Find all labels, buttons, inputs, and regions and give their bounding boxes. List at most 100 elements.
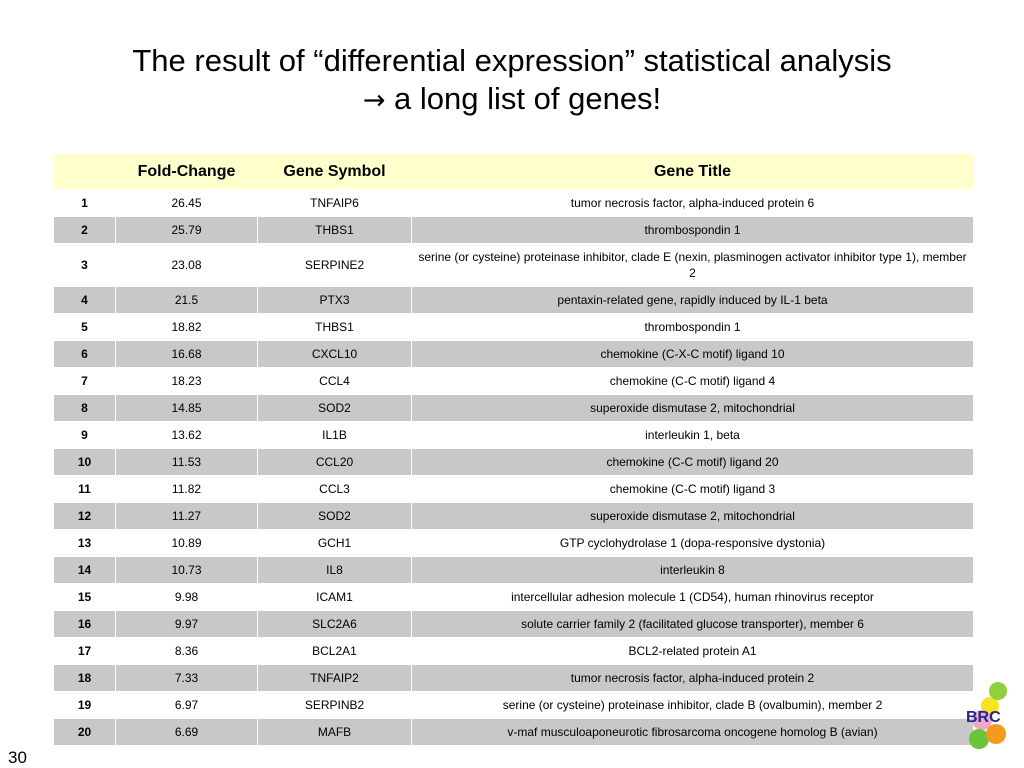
rank-cell: 2 bbox=[53, 216, 116, 244]
gene-symbol-cell: CCL4 bbox=[257, 367, 412, 395]
fold-change-cell: 9.97 bbox=[115, 610, 258, 638]
fold-change-cell: 11.27 bbox=[115, 502, 258, 530]
logo-green-blob-top bbox=[989, 682, 1007, 700]
logo-green-blob-bottom bbox=[969, 729, 989, 749]
gene-symbol-cell: CCL20 bbox=[257, 448, 412, 476]
slide-title-line-1: The result of “differential expression” … bbox=[132, 43, 892, 78]
gene-symbol-cell: SLC2A6 bbox=[257, 610, 412, 638]
fold-change-cell: 25.79 bbox=[115, 216, 258, 244]
fold-change-cell: 10.89 bbox=[115, 529, 258, 557]
gene-symbol-cell: PTX3 bbox=[257, 286, 412, 314]
logo-orange-blob bbox=[986, 724, 1006, 744]
right-arrow-icon: → bbox=[362, 85, 386, 116]
fold-change-cell: 21.5 bbox=[115, 286, 258, 314]
gene-symbol-cell: BCL2A1 bbox=[257, 637, 412, 665]
gene-symbol-cell: IL1B bbox=[257, 421, 412, 449]
table-row: 4 21.5 PTX3 pentaxin-related gene, rapidly … bbox=[53, 286, 974, 314]
table-row: 17 8.36 BCL2A1 BCL2-related protein A1 bbox=[53, 637, 974, 665]
gene-title-cell: thrombospondin 1 bbox=[411, 313, 974, 341]
table-row: 14 10.73 IL8 interleukin 8 bbox=[53, 556, 974, 584]
fold-change-cell: 11.53 bbox=[115, 448, 258, 476]
fold-change-cell: 26.45 bbox=[115, 189, 258, 217]
gene-symbol-cell: TNFAIP6 bbox=[257, 189, 412, 217]
rank-cell: 16 bbox=[53, 610, 116, 638]
rank-cell: 19 bbox=[53, 691, 116, 719]
gene-symbol-cell: SOD2 bbox=[257, 394, 412, 422]
fold-change-cell: 23.08 bbox=[115, 243, 258, 287]
rank-cell: 13 bbox=[53, 529, 116, 557]
gene-title-cell: solute carrier family 2 (facilitated glu… bbox=[411, 610, 974, 638]
gene-title-cell: chemokine (C-X-C motif) ligand 10 bbox=[411, 340, 974, 368]
header-gene-symbol: Gene Symbol bbox=[257, 153, 412, 190]
table-row: 11 11.82 CCL3 chemokine (C-C motif) ligand … bbox=[53, 475, 974, 503]
gene-title-cell: pentaxin-related gene, rapidly induced b… bbox=[411, 286, 974, 314]
rank-cell: 12 bbox=[53, 502, 116, 530]
gene-table: Fold-Change Gene Symbol Gene Title 1 26.4… bbox=[53, 153, 974, 746]
rank-cell: 11 bbox=[53, 475, 116, 503]
table-row: 2 25.79 THBS1 thrombospondin 1 bbox=[53, 216, 974, 244]
table-row: 18 7.33 TNFAIP2 tumor necrosis factor, alph… bbox=[53, 664, 974, 692]
rank-cell: 14 bbox=[53, 556, 116, 584]
header-rank bbox=[53, 153, 116, 190]
gene-title-cell: chemokine (C-C motif) ligand 3 bbox=[411, 475, 974, 503]
table-row: 10 11.53 CCL20 chemokine (C-C motif) ligand… bbox=[53, 448, 974, 476]
logo-pink-blob bbox=[972, 710, 992, 730]
table-row: 1 26.45 TNFAIP6 tumor necrosis factor, alph… bbox=[53, 189, 974, 217]
fold-change-cell: 14.85 bbox=[115, 394, 258, 422]
gene-title-cell: GTP cyclohydrolase 1 (dopa-responsive dy… bbox=[411, 529, 974, 557]
gene-title-cell: v-maf musculoaponeurotic fibrosarcoma on… bbox=[411, 718, 974, 746]
rank-cell: 18 bbox=[53, 664, 116, 692]
gene-symbol-cell: ICAM1 bbox=[257, 583, 412, 611]
fold-change-cell: 18.23 bbox=[115, 367, 258, 395]
header-fold-change: Fold-Change bbox=[115, 153, 258, 190]
fold-change-cell: 18.82 bbox=[115, 313, 258, 341]
rank-cell: 8 bbox=[53, 394, 116, 422]
gene-title-cell: serine (or cysteine) proteinase inhibito… bbox=[411, 691, 974, 719]
rank-cell: 1 bbox=[53, 189, 116, 217]
table-row: 12 11.27 SOD2 superoxide dismutase 2, mitoc… bbox=[53, 502, 974, 530]
table-row: 20 6.69 MAFB v-maf musculoaponeurotic fibro… bbox=[53, 718, 974, 746]
table-row: 3 23.08 SERPINE2 serine (or cysteine) prote… bbox=[53, 243, 974, 287]
table-header-row: Fold-Change Gene Symbol Gene Title bbox=[53, 153, 974, 190]
fold-change-cell: 16.68 bbox=[115, 340, 258, 368]
gene-title-cell: interleukin 1, beta bbox=[411, 421, 974, 449]
gene-title-cell: superoxide dismutase 2, mitochondrial bbox=[411, 502, 974, 530]
table-row: 13 10.89 GCH1 GTP cyclohydrolase 1 (dopa-re… bbox=[53, 529, 974, 557]
table-body: 1 26.45 TNFAIP6 tumor necrosis factor, alph… bbox=[53, 189, 974, 746]
logo-yellow-blob bbox=[981, 697, 999, 715]
table-row: 19 6.97 SERPINB2 serine (or cysteine) prote… bbox=[53, 691, 974, 719]
gene-title-cell: intercellular adhesion molecule 1 (CD54)… bbox=[411, 583, 974, 611]
gene-symbol-cell: CCL3 bbox=[257, 475, 412, 503]
slide-title: The result of “differential expression” … bbox=[0, 42, 1024, 120]
table-row: 7 18.23 CCL4 chemokine (C-C motif) ligand 4 bbox=[53, 367, 974, 395]
gene-symbol-cell: TNFAIP2 bbox=[257, 664, 412, 692]
gene-title-cell: interleukin 8 bbox=[411, 556, 974, 584]
gene-symbol-cell: IL8 bbox=[257, 556, 412, 584]
gene-symbol-cell: SERPINE2 bbox=[257, 243, 412, 287]
gene-title-cell: serine (or cysteine) proteinase inhibito… bbox=[411, 243, 974, 287]
slide-title-line-2-text: a long list of genes! bbox=[385, 81, 662, 116]
gene-symbol-cell: MAFB bbox=[257, 718, 412, 746]
header-gene-title: Gene Title bbox=[411, 153, 974, 190]
slide-number: 30 bbox=[8, 748, 27, 767]
gene-symbol-cell: THBS1 bbox=[257, 313, 412, 341]
brc-logo-text: BRC bbox=[966, 709, 1001, 726]
fold-change-cell: 10.73 bbox=[115, 556, 258, 584]
gene-symbol-cell: SOD2 bbox=[257, 502, 412, 530]
fold-change-cell: 6.97 bbox=[115, 691, 258, 719]
rank-cell: 17 bbox=[53, 637, 116, 665]
rank-cell: 5 bbox=[53, 313, 116, 341]
fold-change-cell: 6.69 bbox=[115, 718, 258, 746]
rank-cell: 10 bbox=[53, 448, 116, 476]
fold-change-cell: 9.98 bbox=[115, 583, 258, 611]
table-row: 5 18.82 THBS1 thrombospondin 1 bbox=[53, 313, 974, 341]
gene-title-cell: superoxide dismutase 2, mitochondrial bbox=[411, 394, 974, 422]
rank-cell: 7 bbox=[53, 367, 116, 395]
table-row: 8 14.85 SOD2 superoxide dismutase 2, mitoch… bbox=[53, 394, 974, 422]
fold-change-cell: 13.62 bbox=[115, 421, 258, 449]
table-row: 16 9.97 SLC2A6 solute carrier family 2 (fac… bbox=[53, 610, 974, 638]
brc-logo: BRC bbox=[966, 682, 1007, 749]
table-row: 6 16.68 CXCL10 chemokine (C-X-C motif) liga… bbox=[53, 340, 974, 368]
gene-title-cell: tumor necrosis factor, alpha-induced pro… bbox=[411, 664, 974, 692]
rank-cell: 15 bbox=[53, 583, 116, 611]
